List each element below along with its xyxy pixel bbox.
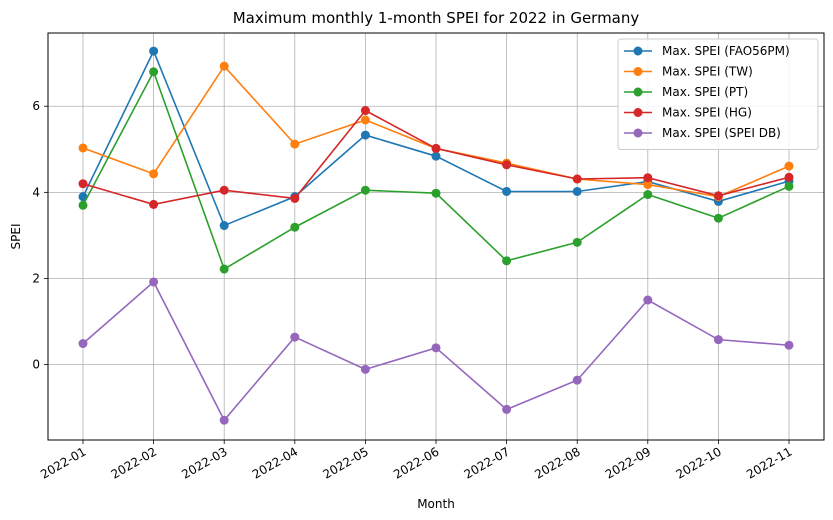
data-point <box>784 161 794 171</box>
y-tick-label: 6 <box>32 99 40 113</box>
data-point <box>290 139 300 149</box>
data-point <box>78 192 88 202</box>
data-point <box>643 295 653 305</box>
data-point <box>360 130 370 140</box>
data-point <box>502 256 512 266</box>
data-point <box>572 174 582 184</box>
data-point <box>502 404 512 414</box>
data-point <box>78 179 88 189</box>
data-point <box>784 340 794 350</box>
data-point <box>431 143 441 153</box>
data-point <box>431 151 441 161</box>
data-point <box>219 185 229 195</box>
x-tick-label: 2022-06 <box>391 444 441 481</box>
data-point <box>219 415 229 425</box>
data-point <box>784 181 794 191</box>
data-point <box>713 213 723 223</box>
legend-swatch-marker <box>633 46 643 56</box>
x-tick-label: 2022-09 <box>603 444 653 481</box>
x-tick-label: 2022-04 <box>250 444 300 481</box>
data-point <box>572 375 582 385</box>
data-point <box>78 200 88 210</box>
data-point <box>290 222 300 232</box>
data-point <box>360 106 370 116</box>
data-point <box>219 264 229 274</box>
data-point <box>78 143 88 153</box>
data-point <box>643 190 653 200</box>
data-point <box>643 173 653 183</box>
legend-swatch-marker <box>633 67 643 76</box>
x-tick-label: 2022-05 <box>320 444 370 481</box>
x-tick-label: 2022-10 <box>673 444 723 481</box>
data-point <box>431 343 441 353</box>
x-tick-label: 2022-03 <box>179 444 229 481</box>
data-point <box>149 199 159 209</box>
data-point <box>360 364 370 374</box>
series-layer <box>78 46 794 425</box>
data-point <box>572 186 582 196</box>
legend-entry: Max. SPEI (HG) <box>662 106 752 120</box>
x-tick-label: 2022-01 <box>38 444 88 481</box>
data-point <box>149 67 159 77</box>
data-point <box>643 180 653 190</box>
chart-title: Maximum monthly 1-month SPEI for 2022 in… <box>233 9 640 27</box>
x-tick-label: 2022-07 <box>462 444 512 481</box>
data-point <box>219 221 229 231</box>
legend-box <box>617 38 819 150</box>
legend-entry: Max. SPEI (PT) <box>662 85 748 99</box>
data-point <box>431 188 441 198</box>
data-point <box>502 160 512 170</box>
data-point <box>290 193 300 203</box>
data-point <box>360 185 370 195</box>
y-axis-label: SPEI <box>9 224 23 250</box>
ticks: 2022-01 2022-02 2022-03 2022-04 2022-05 2022-… <box>32 99 794 481</box>
legend-swatch-marker <box>633 128 643 138</box>
data-point <box>502 186 512 196</box>
legend: Max. SPEI (FAO56PM) Max. SPEI (TW) Max. SP… <box>617 38 819 150</box>
x-tick-label: 2022-08 <box>532 444 582 481</box>
legend-entry: Max. SPEI (FAO56PM) <box>662 44 790 58</box>
legend-swatch-marker <box>633 87 643 97</box>
legend-swatch-marker <box>633 108 643 117</box>
legend-entry: Max. SPEI (TW) <box>662 65 753 79</box>
data-point <box>149 46 159 56</box>
x-tick-label: 2022-02 <box>109 444 159 481</box>
data-point <box>360 115 370 125</box>
data-point <box>713 335 723 345</box>
legend-entry: Max. SPEI (SPEI DB) <box>662 126 781 140</box>
data-point <box>784 172 794 182</box>
data-point <box>149 169 159 179</box>
y-tick-label: 2 <box>32 271 40 285</box>
y-tick-label: 0 <box>32 358 40 372</box>
x-axis-label: Month <box>417 497 455 511</box>
data-point <box>78 339 88 349</box>
data-point <box>713 191 723 201</box>
data-point <box>290 332 300 342</box>
x-tick-label: 2022-11 <box>744 444 794 481</box>
data-point <box>219 61 229 71</box>
y-tick-label: 4 <box>32 185 40 199</box>
data-point <box>149 277 159 287</box>
data-point <box>572 237 582 247</box>
